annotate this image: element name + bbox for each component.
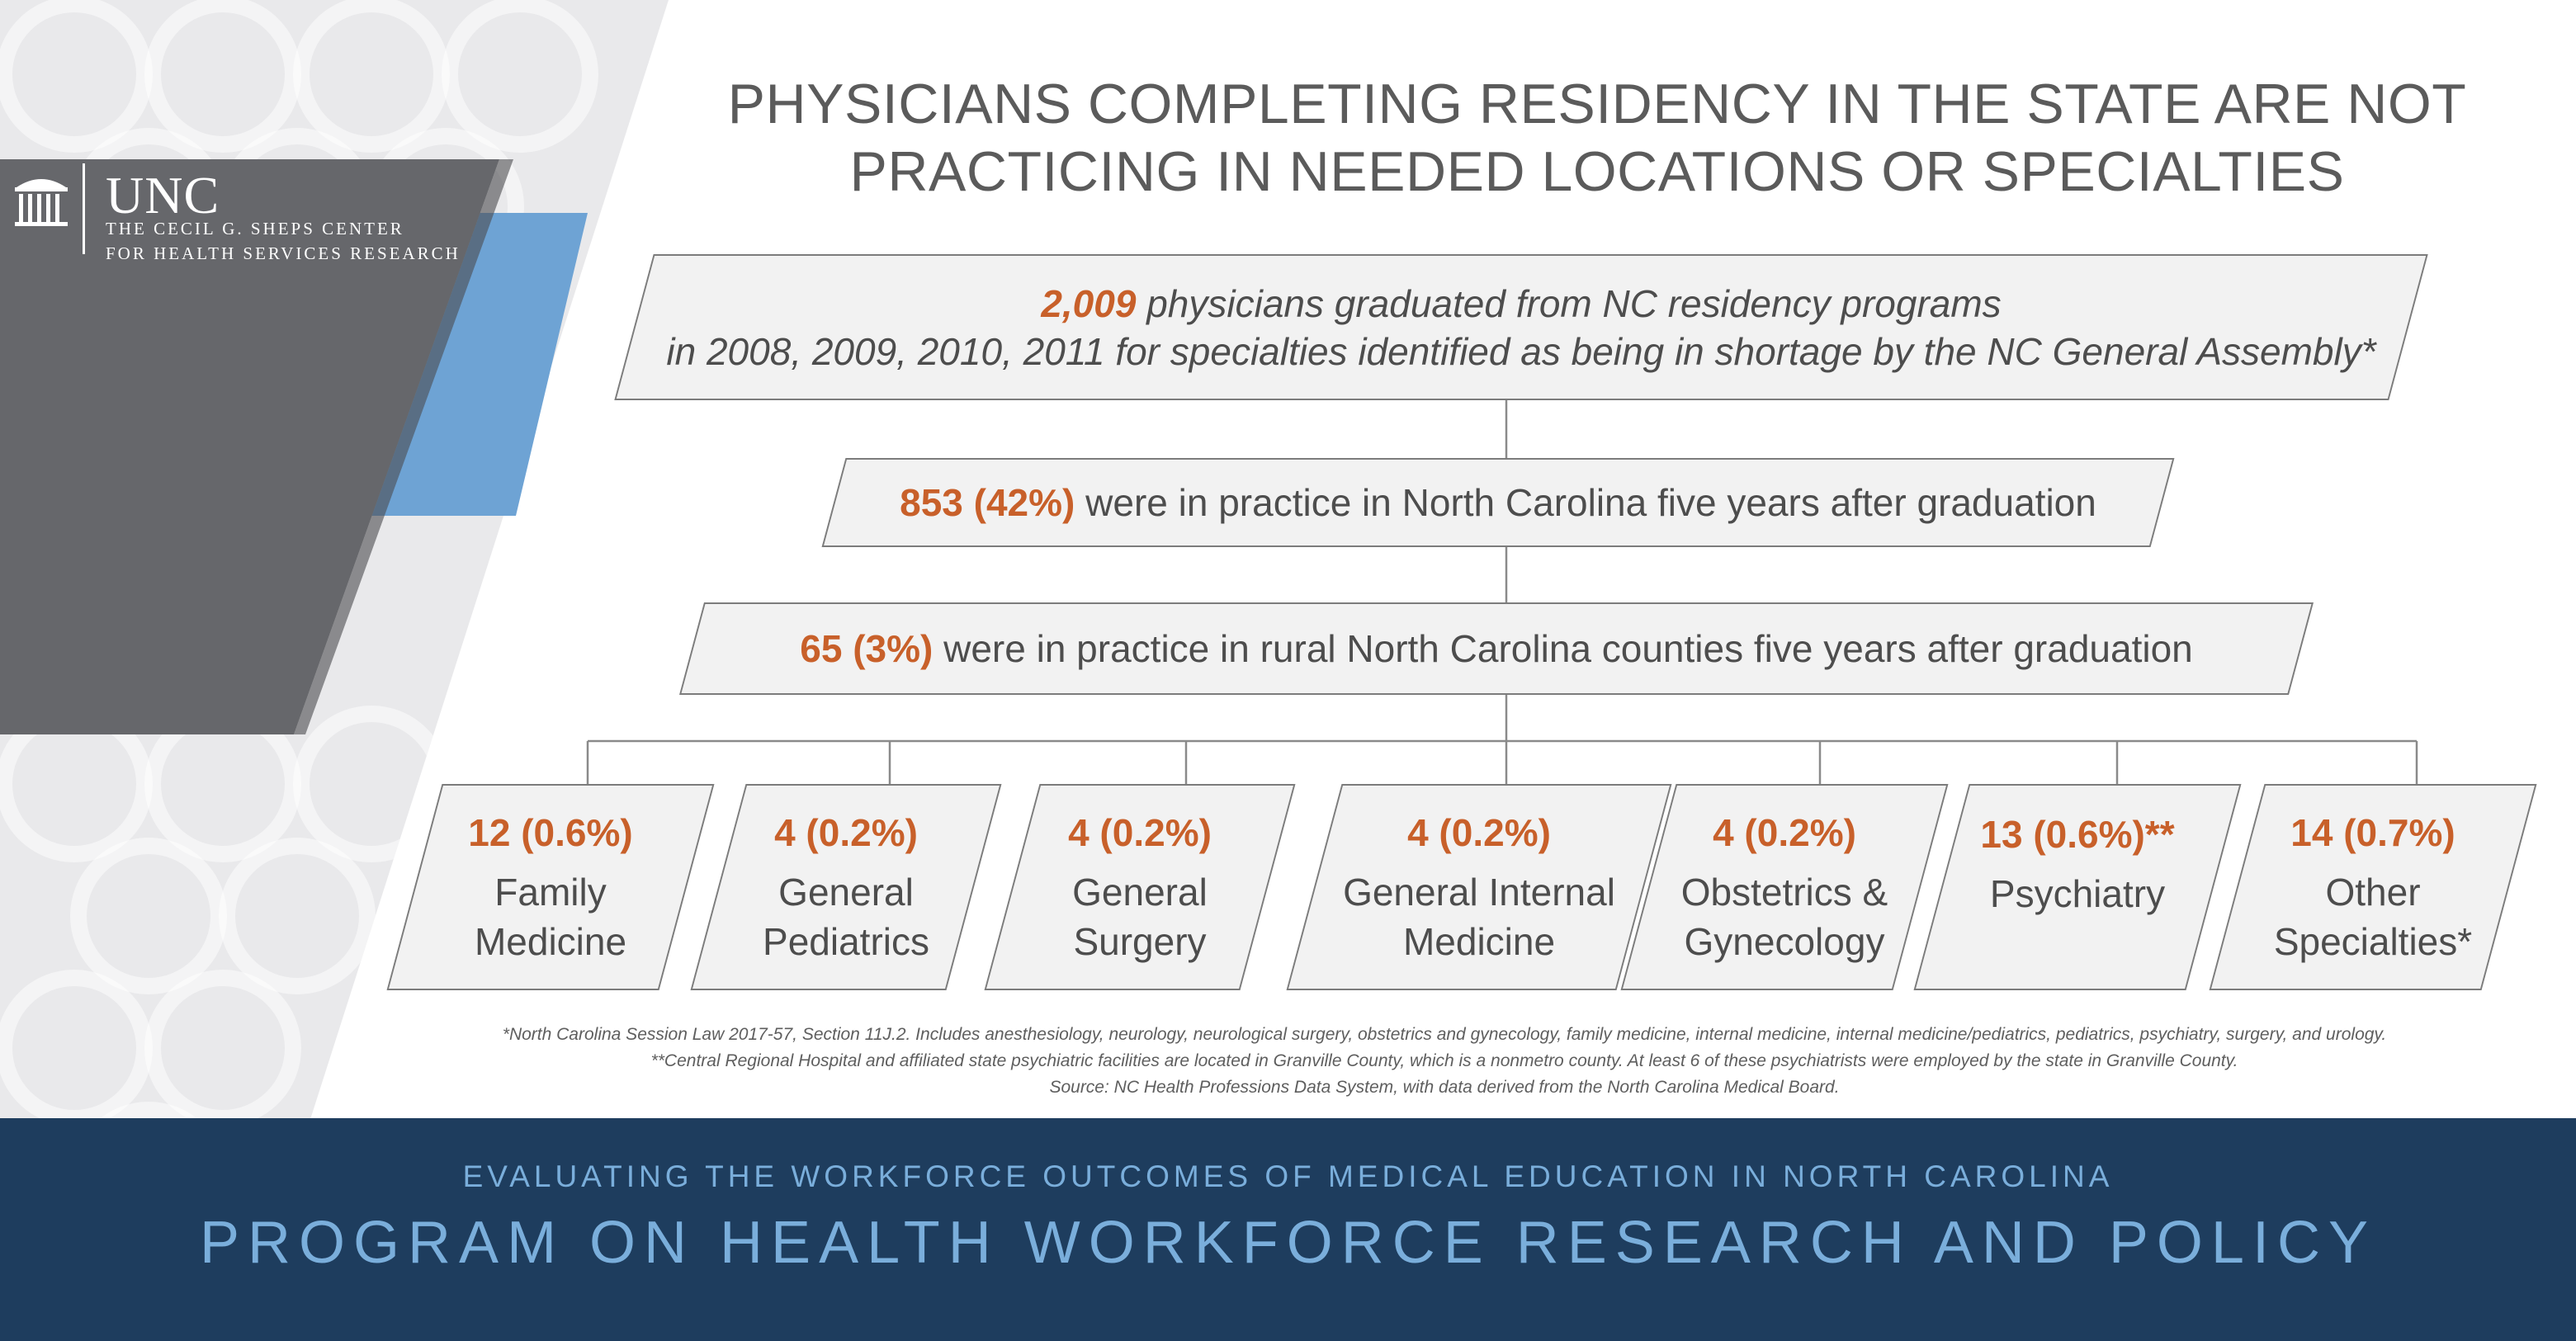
banner-title: PROGRAM ON HEALTH WORKFORCE RESEARCH AND…: [200, 1210, 2376, 1276]
specialty-name-line1: Other: [2325, 871, 2421, 914]
specialty-family-medicine: 12 (0.6%) Family Medicine: [386, 784, 715, 990]
specialty-name-line1: Psychiatry: [1989, 872, 2166, 915]
left-panel-shadow: [294, 159, 513, 734]
logo-divider: [83, 163, 85, 254]
logo-subtitle-line1: THE CECIL G. SHEPS CENTER: [106, 219, 404, 238]
nc-practice-text: 853 (42%) were in practice in North Caro…: [900, 479, 2096, 526]
specialty-psychiatry: 13 (0.6%)** Psychiatry: [1913, 784, 2242, 990]
specialty-name-line2: Medicine: [1402, 920, 1556, 963]
specialty-other: 14 (0.7%) Other Specialties*: [2209, 784, 2537, 990]
specialty-name-line2: Medicine: [474, 920, 627, 963]
specialty-value: 4 (0.2%): [1713, 811, 1856, 854]
specialty-obstetrics-gynecology: 4 (0.2%) Obstetrics & Gynecology: [1620, 784, 1949, 990]
rural-practice-label: were in practice in rural North Carolina…: [933, 627, 2193, 670]
specialty-name-line2: Pediatrics: [763, 920, 929, 963]
specialty-name-line1: General Internal: [1343, 871, 1615, 914]
specialty-content: 13 (0.6%)** Psychiatry: [1980, 810, 2174, 918]
specialty-value: 12 (0.6%): [468, 811, 633, 854]
footnote-shortage: *North Carolina Session Law 2017-57, Sec…: [502, 1025, 2387, 1044]
specialty-name-line1: Obstetrics &: [1680, 871, 1888, 914]
nc-practice-count: 853 (42%): [900, 481, 1075, 524]
specialty-name-line1: General: [778, 871, 914, 914]
specialty-general-pediatrics: 4 (0.2%) General Pediatrics: [690, 784, 1002, 990]
nc-practice-box: 853 (42%) were in practice in North Caro…: [821, 458, 2175, 547]
logo-subtitle-line2: FOR HEALTH SERVICES RESEARCH: [106, 243, 461, 263]
rural-practice-text: 65 (3%) were in practice in rural North …: [800, 626, 2192, 672]
specialty-content: 4 (0.2%) General Surgery: [1068, 808, 1212, 966]
rural-practice-count: 65 (3%): [800, 627, 934, 670]
graduates-line1: 2,009 physicians graduated from NC resid…: [666, 280, 2375, 328]
specialty-name-line2: Gynecology: [1684, 920, 1885, 963]
specialty-content: 4 (0.2%) Obstetrics & Gynecology: [1681, 808, 1888, 966]
rural-practice-box: 65 (3%) were in practice in rural North …: [678, 602, 2314, 695]
graduates-text-line1: physicians graduated from NC residency p…: [1136, 281, 2002, 325]
nc-practice-label: were in practice in North Carolina five …: [1075, 481, 2096, 524]
old-well-icon: [15, 179, 68, 226]
specialty-value: 4 (0.2%): [1068, 811, 1212, 854]
specialty-name-line1: Family: [494, 871, 607, 914]
specialty-value: 13 (0.6%)**: [1980, 813, 2175, 856]
footnote-psychiatry: **Central Regional Hospital and affiliat…: [650, 1051, 2238, 1070]
bottom-banner: [0, 1118, 2576, 1341]
specialty-general-surgery: 4 (0.2%) General Surgery: [984, 784, 1296, 990]
title-line2: PRACTICING IN NEEDED LOCATIONS OR SPECIA…: [849, 140, 2345, 203]
logo-subtitle: THE CECIL G. SHEPS CENTER FOR HEALTH SER…: [106, 216, 461, 266]
graduates-box: 2,009 physicians graduated from NC resid…: [614, 254, 2428, 400]
specialty-name-line2: Specialties*: [2273, 920, 2473, 963]
title-line1: PHYSICIANS COMPLETING RESIDENCY IN THE S…: [727, 73, 2467, 135]
specialty-value: 4 (0.2%): [1407, 811, 1551, 854]
specialty-content: 14 (0.7%) Other Specialties*: [2274, 808, 2472, 966]
specialty-value: 4 (0.2%): [774, 811, 918, 854]
graduates-text: 2,009 physicians graduated from NC resid…: [666, 280, 2375, 375]
footnote-source: Source: NC Health Professions Data Syste…: [1049, 1078, 1840, 1097]
specialty-content: 4 (0.2%) General Pediatrics: [763, 808, 929, 966]
specialty-name-line1: General: [1072, 871, 1208, 914]
banner-subtitle: EVALUATING THE WORKFORCE OUTCOMES OF MED…: [462, 1159, 2114, 1193]
specialty-content: 4 (0.2%) General Internal Medicine: [1343, 808, 1615, 966]
graduates-count: 2,009: [1041, 281, 1137, 325]
gray-logo-band: [0, 159, 499, 734]
specialty-content: 12 (0.6%) Family Medicine: [468, 808, 632, 966]
graduates-text-line2: in 2008, 2009, 2010, 2011 for specialtie…: [666, 329, 2376, 373]
specialty-name-line2: Surgery: [1073, 920, 1207, 963]
logo-wordmark: UNC: [106, 166, 220, 224]
specialty-general-internal-medicine: 4 (0.2%) General Internal Medicine: [1286, 784, 1672, 990]
page-title: PHYSICIANS COMPLETING RESIDENCY IN THE S…: [660, 70, 2534, 205]
specialty-value: 14 (0.7%): [2290, 811, 2455, 854]
